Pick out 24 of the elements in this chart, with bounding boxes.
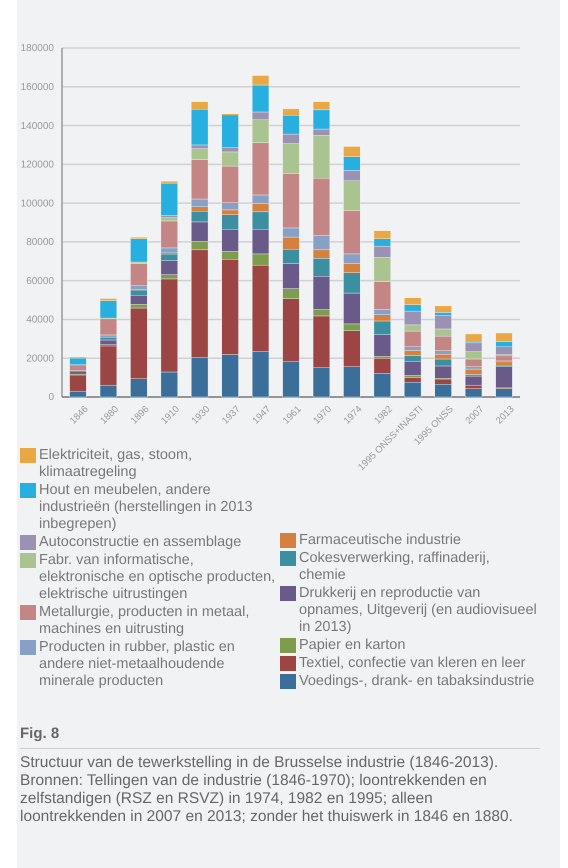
text: Fig. 8 bbox=[20, 725, 60, 742]
y-tick-label: 100000 bbox=[20, 198, 54, 210]
legend-label: Textiel, confectie van kleren en leer bbox=[299, 655, 526, 672]
legend-label: Drukkerij en reproductie van opnames, Uitgeverij (en audiovisueel in 2013) bbox=[299, 585, 538, 636]
legend-label: Elektriciteit, gas, stoom, klimaatregeling bbox=[39, 447, 194, 481]
legend-label: Farmaceutische industrie bbox=[299, 532, 461, 549]
y-tick-label: 120000 bbox=[20, 160, 54, 171]
legend-label: Autoconstructie en assemblage bbox=[39, 534, 242, 551]
y-tick-label: 40000 bbox=[26, 314, 54, 326]
legend-label: Hout en meubelen, andere industrieën (herstellingen in 2013 inbegrepen) bbox=[39, 482, 254, 533]
y-tick-label: 160000 bbox=[20, 82, 54, 93]
legend-label: Voedings-, drank- en tabaksindustrie bbox=[299, 673, 534, 690]
legend-label: Cokesverwerking, raffinaderij, chemie bbox=[299, 550, 491, 584]
y-tick-label: 0 bbox=[48, 392, 54, 404]
y-tick-label: 180000 bbox=[20, 43, 54, 54]
legend-label: Producten in rubber, plastic en andere niet-metaalhoudende minerale producten bbox=[39, 639, 236, 690]
legend-label: Metallurgie, producten in metaal, machines en uitrusting bbox=[39, 604, 250, 638]
y-tick-label: 60000 bbox=[26, 276, 54, 287]
y-tick-label: 80000 bbox=[26, 237, 54, 248]
y-tick-label: 20000 bbox=[26, 353, 54, 364]
legend-label: Papier en karton bbox=[299, 637, 406, 654]
legend-label: Fabr. van informatische, elektronische en optische producten, elektrische uitrustingen bbox=[39, 552, 276, 603]
text: Structuur van de tewerkstelling in de Brusselse industrie (1846-2013). Bronnen: Tellingen van de industrie (1846-1970); loontrekkenden en zelfstandigen (RSZ en RSVZ) in 1974, 1982 en 1995; alleen loontrekkenden in 2007 en 2013; zonder het thuiswerk in 1846 en 1880. bbox=[20, 754, 514, 826]
y-tick-label: 140000 bbox=[20, 120, 54, 132]
